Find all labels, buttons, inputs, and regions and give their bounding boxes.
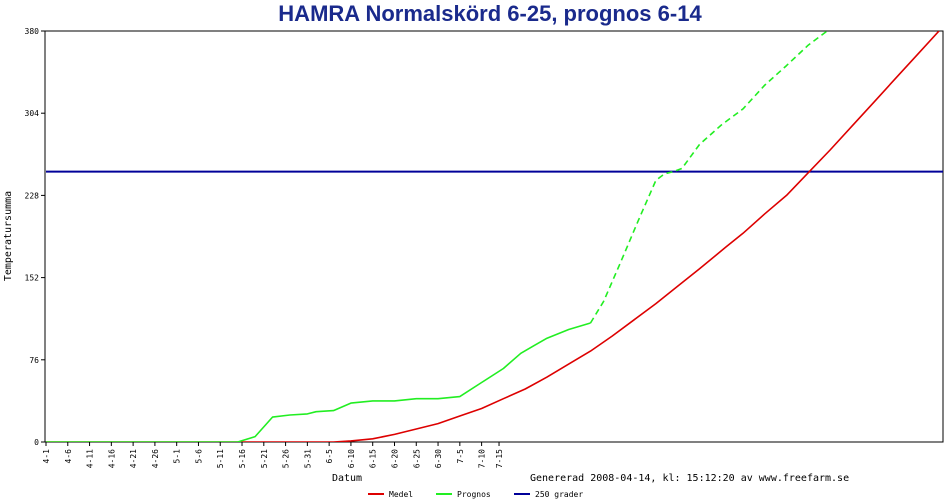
x-tick-label: 5-31 [303, 449, 312, 468]
series-prognos-dashed [589, 31, 829, 324]
y-tick-label: 0 [34, 438, 39, 447]
x-tick-label: 4-6 [64, 449, 73, 464]
x-tick-label: 7-15 [495, 449, 504, 468]
x-tick-label: 4-11 [86, 449, 95, 468]
footer-text: Genererad 2008-04-14, kl: 15:12:20 av ww… [530, 473, 849, 484]
legend-label-medel: Medel [389, 490, 413, 499]
x-axis-label: Datum [332, 473, 362, 484]
x-tick-label: 5-11 [216, 449, 225, 468]
x-tick-label: 4-26 [151, 449, 160, 468]
y-tick-label: 228 [25, 191, 40, 200]
x-tick-label: 6-20 [390, 449, 399, 468]
plot-area [44, 30, 944, 443]
x-tick-label: 5-21 [260, 449, 269, 468]
x-tick-label: 5-1 [173, 449, 182, 464]
legend-label-prognos: Prognos [457, 490, 491, 499]
x-tick-label: 7-5 [456, 449, 465, 464]
x-tick-label: 4-1 [42, 449, 51, 464]
x-tick-label: 7-10 [478, 449, 487, 468]
chart-title: HAMRA Normalskörd 6-25, prognos 6-14 [278, 1, 702, 26]
x-tick-label: 6-5 [325, 449, 334, 464]
x-tick-label: 5-6 [194, 449, 203, 464]
series-layer [46, 31, 943, 442]
legend: Medel Prognos 250 grader [368, 490, 583, 499]
x-tick-label: 4-21 [129, 449, 138, 468]
y-tick-label: 76 [29, 356, 39, 365]
y-tick-label: 152 [25, 274, 40, 283]
x-tick-label: 6-15 [369, 449, 378, 468]
series-prognos [46, 322, 591, 442]
series-medel [46, 31, 940, 442]
x-tick-label: 5-26 [282, 449, 291, 468]
x-tick-label: 6-25 [412, 449, 421, 468]
x-tick-label: 5-16 [238, 449, 247, 468]
legend-label-250-grader: 250 grader [535, 490, 583, 499]
y-axis: 0 76 152 228 304 380 [25, 27, 45, 447]
x-tick-label: 6-30 [434, 449, 443, 468]
x-axis: 4-1 4-6 4-11 4-16 4-21 4-26 5-1 5-6 5-11 5-16 5-21… [42, 442, 504, 468]
y-axis-label: Temperatursumma [3, 191, 14, 281]
x-tick-label: 6-10 [347, 449, 356, 468]
y-tick-label: 380 [25, 27, 40, 36]
x-tick-label: 4-16 [107, 449, 116, 468]
y-tick-label: 304 [25, 109, 40, 118]
